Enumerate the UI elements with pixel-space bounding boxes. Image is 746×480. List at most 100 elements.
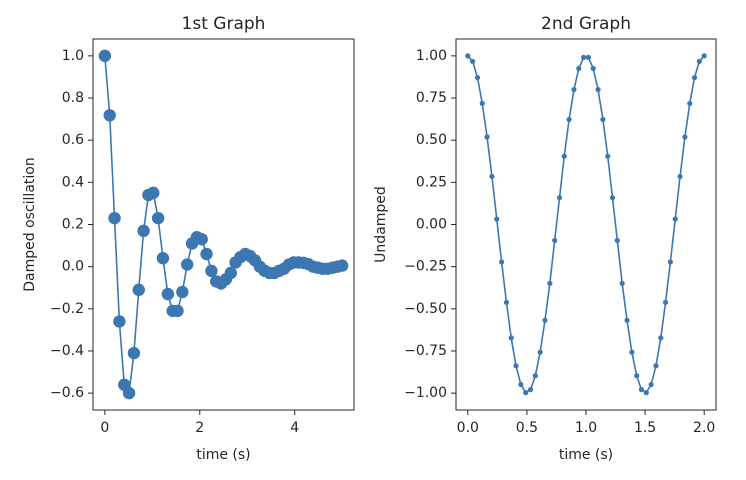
chart-title: 1st Graph: [182, 14, 266, 34]
y-tick-label: −0.4: [50, 343, 84, 359]
chart-title: 2nd Graph: [541, 14, 631, 34]
chart-panel-1st-graph: 1st Graph time (s) Damped oscillation 0 2…: [22, 14, 355, 463]
data-point: [494, 216, 500, 222]
data-point: [571, 86, 577, 93]
data-point: [658, 335, 664, 341]
y-tick-label: 0.4: [62, 174, 84, 190]
data-point: [687, 100, 693, 107]
axis-ticks: 0 2 4 1.0 0.8 0.6 0.4 0.2 0.0 −0.2 −0.4 −0.6: [50, 48, 299, 436]
data-point: [122, 386, 136, 400]
y-tick-label: −0.50: [404, 301, 447, 317]
data-point: [523, 390, 529, 396]
data-point: [171, 304, 184, 318]
data-point: [489, 173, 495, 180]
y-tick-label: 0.6: [62, 132, 84, 148]
data-point: [629, 349, 635, 355]
data-point: [499, 259, 505, 265]
data-point: [537, 349, 543, 355]
data-point: [691, 75, 698, 81]
data-point: [532, 373, 538, 379]
data-point: [614, 237, 620, 244]
data-point: [508, 335, 514, 341]
x-axis-label: time (s): [559, 447, 613, 463]
chart-panel-2nd-graph: 2nd Graph time (s) Undamped 0.0 0.5 1.0 1.5…: [373, 14, 717, 463]
data-point: [180, 258, 194, 271]
data-point: [200, 247, 213, 261]
x-tick-label: 0.5: [516, 420, 538, 436]
y-axis-label: Undamped: [373, 186, 389, 263]
data-point: [103, 109, 116, 122]
data-point: [205, 264, 218, 278]
data-point: [552, 237, 558, 244]
series-marks: [465, 53, 707, 396]
data-point: [682, 134, 688, 140]
data-point: [701, 53, 707, 59]
y-axis-label: Damped oscillation: [22, 157, 38, 291]
y-tick-label: 1.0: [62, 48, 84, 64]
series-marks: [98, 49, 349, 400]
data-point: [595, 86, 601, 93]
data-point: [176, 285, 189, 299]
y-tick-label: −0.75: [404, 343, 447, 359]
x-tick-label: 0.0: [457, 420, 479, 436]
axis-ticks: 0.0 0.5 1.0 1.5 2.0 1.00 0.75 0.50 0.25 0.00 −0.25…: [404, 48, 715, 436]
data-point: [224, 266, 237, 280]
data-point: [605, 153, 611, 159]
data-point: [195, 233, 208, 246]
data-point: [600, 116, 606, 123]
y-tick-label: 0.75: [416, 90, 447, 106]
data-point: [648, 381, 654, 388]
data-point: [609, 195, 616, 201]
data-point: [566, 116, 572, 123]
data-point: [696, 58, 702, 65]
y-tick-label: −0.6: [50, 385, 84, 401]
data-point: [662, 299, 669, 306]
data-point: [156, 252, 170, 265]
data-point: [556, 195, 563, 201]
data-point: [561, 153, 567, 159]
data-point: [547, 280, 553, 286]
data-point: [147, 186, 160, 200]
data-point: [590, 65, 596, 72]
data-point: [113, 315, 126, 328]
y-tick-label: −0.25: [404, 259, 447, 275]
x-tick-label: 2: [195, 420, 204, 436]
data-point: [619, 280, 625, 286]
data-point: [667, 259, 673, 265]
y-tick-label: 0.2: [62, 217, 84, 233]
data-point: [465, 53, 471, 59]
data-point: [108, 211, 121, 225]
x-tick-label: 4: [290, 420, 299, 436]
x-axis-label: time (s): [196, 447, 250, 463]
data-point: [474, 75, 481, 81]
data-point: [634, 373, 640, 379]
y-tick-label: −1.00: [404, 385, 447, 401]
x-tick-label: 2.0: [693, 420, 715, 436]
data-point: [653, 363, 659, 369]
data-point: [672, 216, 678, 222]
data-point: [127, 346, 141, 360]
data-point: [677, 173, 683, 180]
x-tick-label: 1.5: [634, 420, 656, 436]
data-point: [98, 49, 112, 63]
data-point: [576, 65, 582, 72]
y-tick-label: −0.2: [50, 301, 84, 317]
data-point: [503, 299, 510, 306]
data-point: [581, 54, 587, 60]
y-tick-label: 0.00: [416, 217, 447, 233]
data-point: [518, 381, 524, 388]
y-tick-label: 0.50: [416, 132, 447, 148]
data-point: [161, 287, 175, 301]
data-point: [151, 211, 165, 225]
data-point: [335, 259, 349, 272]
x-tick-label: 0: [100, 420, 109, 436]
y-tick-label: 0.25: [416, 174, 447, 190]
data-point: [513, 363, 519, 369]
y-tick-label: 1.00: [416, 48, 447, 64]
data-point: [624, 317, 630, 323]
data-point: [137, 224, 150, 238]
data-point: [132, 283, 145, 297]
y-tick-label: 0.0: [62, 259, 84, 275]
